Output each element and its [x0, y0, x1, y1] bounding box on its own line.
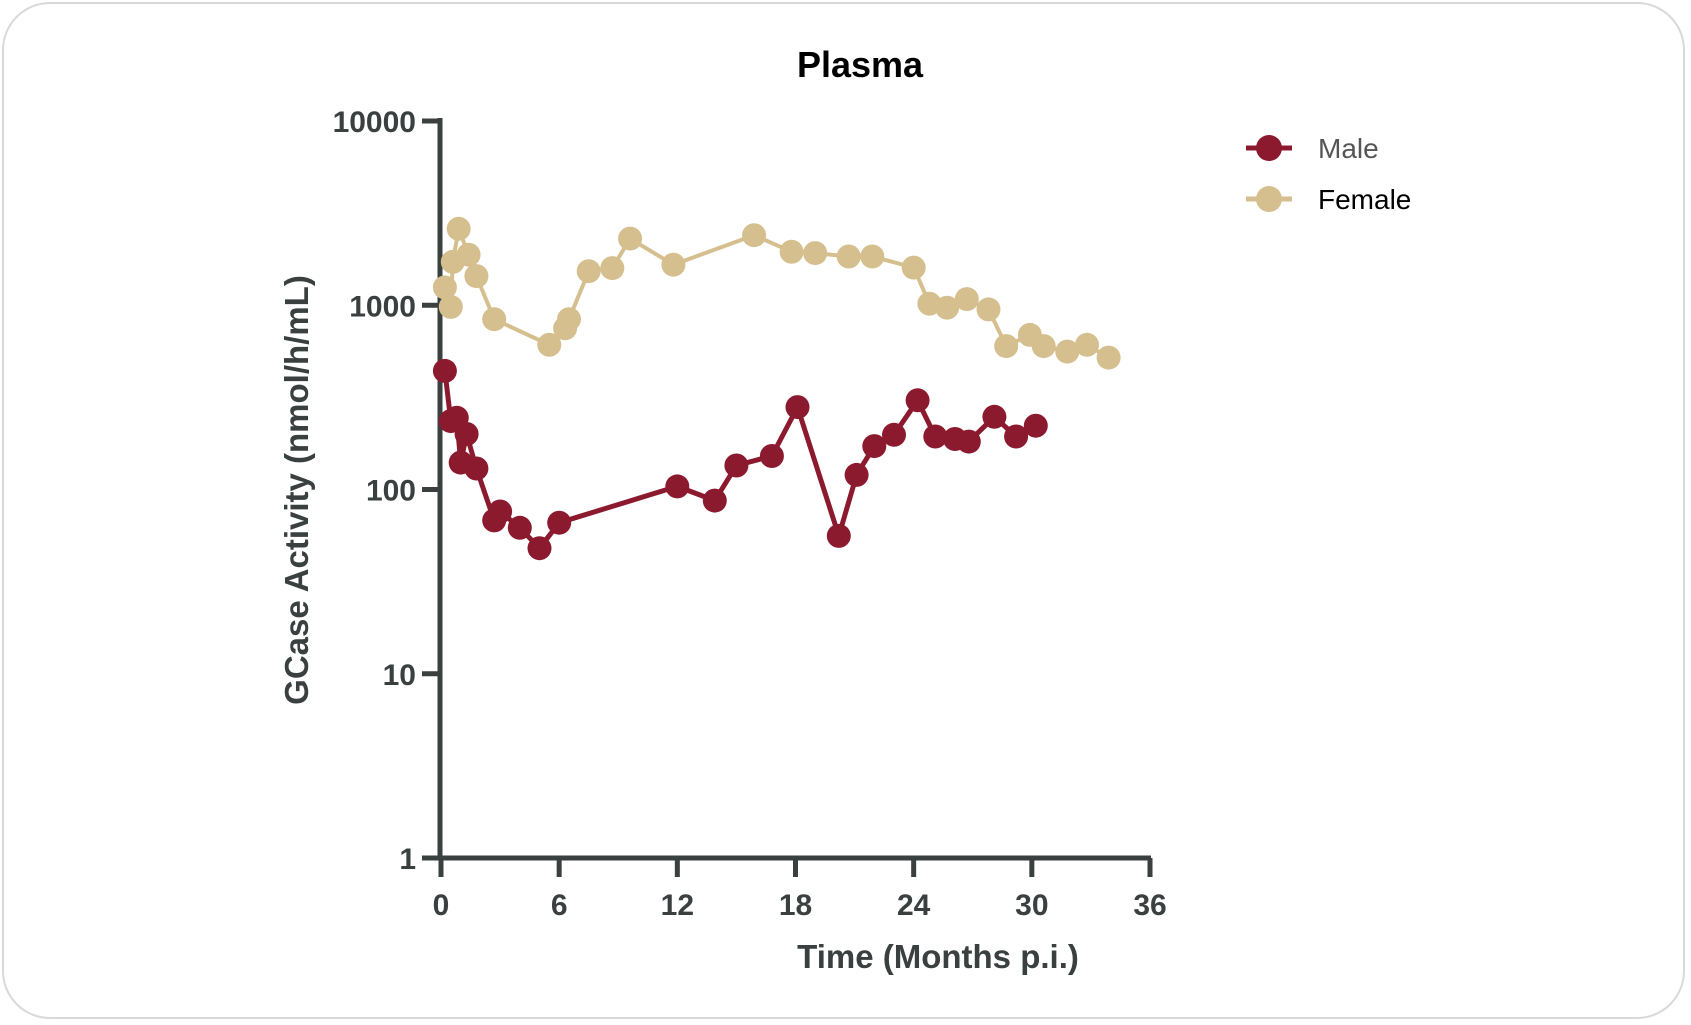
x-tick-label: 12: [661, 889, 694, 922]
legend-item-female: Female: [1246, 184, 1411, 215]
data-point-male: [956, 429, 981, 454]
data-point-female: [482, 307, 507, 332]
data-point-male: [488, 499, 513, 524]
data-point-female: [954, 287, 979, 312]
data-point-female: [779, 239, 804, 264]
data-point-male: [759, 444, 784, 468]
legend-item-male: Male: [1246, 133, 1379, 164]
data-point-female: [456, 242, 481, 267]
x-axis-label: Time (Months p.i.): [797, 938, 1079, 975]
data-point-female: [994, 334, 1019, 359]
data-point-female: [464, 264, 489, 289]
data-point-male: [724, 453, 749, 478]
x-tick-label: 30: [1015, 889, 1048, 922]
data-point-male: [665, 474, 690, 499]
data-point-female: [1096, 345, 1121, 370]
y-tick-label: 10: [383, 659, 416, 692]
legend: Male Female: [1246, 133, 1411, 215]
data-point-male: [702, 488, 727, 513]
series-layer: [432, 216, 1121, 561]
data-point-male: [905, 388, 930, 413]
data-point-male: [826, 523, 851, 548]
axes: [437, 118, 1151, 861]
data-point-female: [576, 259, 601, 284]
y-tick-label: 1: [399, 843, 416, 876]
data-point-female: [860, 244, 885, 269]
data-point-male: [923, 424, 948, 449]
x-tick-label: 36: [1133, 889, 1166, 922]
data-point-female: [438, 294, 463, 319]
data-point-male: [527, 536, 552, 561]
data-point-female: [432, 275, 457, 300]
data-point-male: [1004, 424, 1029, 449]
y-tick-label: 100: [366, 475, 416, 508]
x-tick-label: 18: [779, 889, 812, 922]
data-point-female: [742, 223, 767, 248]
data-point-female: [618, 226, 643, 251]
legend-label-female: Female: [1318, 184, 1411, 215]
x-ticks: 0 6 12 18 24 30 36: [433, 858, 1167, 922]
data-point-female: [1031, 334, 1056, 359]
data-point-male: [862, 434, 887, 459]
data-point-female: [557, 307, 581, 332]
data-point-female: [537, 332, 562, 357]
series-female: [432, 216, 1121, 370]
data-point-male: [785, 395, 810, 420]
data-point-female: [446, 216, 471, 241]
x-tick-label: 6: [551, 889, 568, 922]
data-point-male: [432, 358, 457, 383]
data-point-male: [507, 515, 532, 540]
data-point-male: [547, 510, 572, 535]
data-point-male: [454, 422, 479, 446]
data-point-female: [976, 297, 1001, 322]
legend-marker-male: [1256, 135, 1282, 161]
data-point-female: [836, 244, 861, 269]
y-axis-label: GCase Activity (nmol/h/mL): [278, 275, 315, 705]
y-tick-label: 1000: [349, 290, 416, 323]
data-point-male: [982, 404, 1007, 429]
data-point-male: [1023, 413, 1048, 438]
chart-title: Plasma: [797, 44, 924, 85]
series-male: [432, 358, 1048, 561]
data-point-female: [600, 256, 625, 281]
y-ticks: 1 10 100 1000 10000: [333, 106, 440, 876]
data-point-female: [935, 295, 960, 320]
legend-label-male: Male: [1318, 133, 1379, 164]
y-tick-label: 10000: [333, 106, 416, 139]
data-point-female: [661, 252, 686, 277]
data-point-female: [1075, 332, 1099, 357]
data-point-male: [464, 456, 489, 481]
data-point-female: [1055, 339, 1080, 364]
data-point-female: [901, 255, 926, 280]
data-point-female: [803, 241, 828, 266]
x-tick-label: 0: [433, 889, 450, 922]
legend-marker-female: [1256, 186, 1282, 212]
x-tick-label: 24: [897, 889, 931, 922]
data-point-male: [844, 462, 869, 487]
data-point-male: [882, 422, 906, 447]
